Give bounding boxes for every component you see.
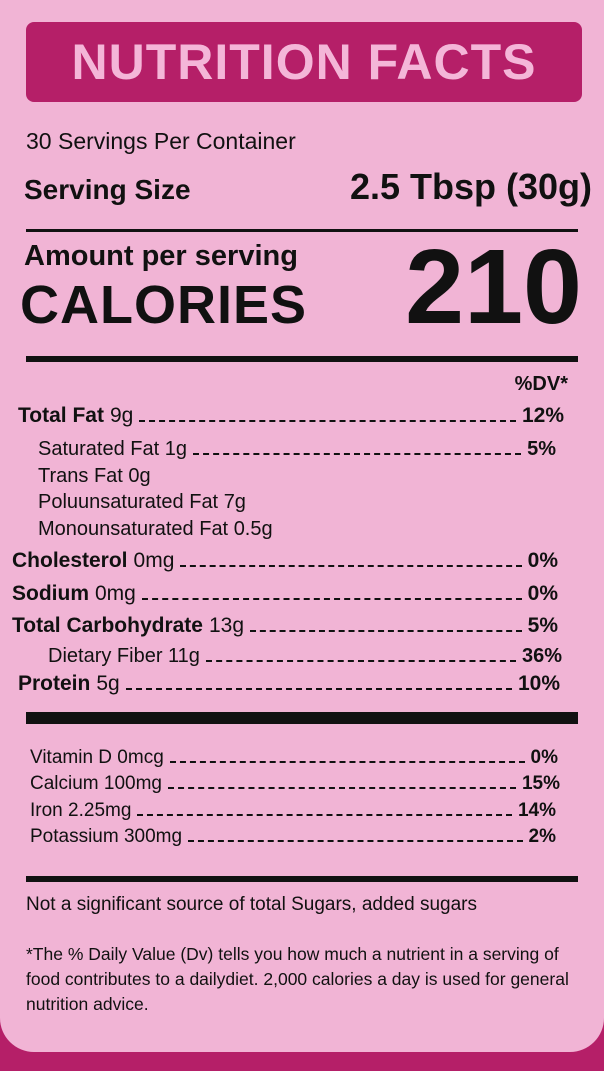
nutrient-name: Monounsaturated Fat — [38, 518, 229, 540]
leader — [139, 420, 516, 422]
nutrient-amount: 0mg — [133, 549, 175, 572]
leader — [137, 814, 512, 816]
nutrient-row: Cholesterol 0mg 0% — [12, 549, 558, 573]
title: NUTRITION FACTS — [26, 22, 582, 102]
nutrient-row: Dietary Fiber 11g 36% — [48, 645, 562, 668]
nutrient-amount: 9g — [109, 404, 134, 427]
nutrient-name: Trans Fat — [38, 465, 123, 487]
servings: 30 Servings Per Container — [26, 128, 296, 154]
nutrient-name: Protein — [18, 672, 91, 695]
nutrient-name: Cholesterol — [12, 549, 128, 572]
leader — [193, 453, 522, 455]
rule — [26, 712, 578, 724]
vitamin-name: Vitamin D — [30, 747, 113, 768]
vitamin-name: Iron — [30, 800, 63, 821]
vitamin-name: Calcium — [30, 773, 99, 794]
leader — [205, 660, 516, 662]
nutrient-amount: 7g — [223, 491, 246, 513]
vitamin-amount: 100mg — [103, 773, 163, 794]
serving-size-value: 2.5 Tbsp (30g) — [349, 166, 592, 207]
leader — [141, 598, 522, 600]
vitamin-row: Potassium 300mg 2% — [30, 826, 556, 848]
leader — [125, 688, 512, 690]
nutrient-dv: 36% — [521, 645, 562, 667]
nutrient-name: Total Fat — [18, 404, 104, 427]
nutrient-row: Saturated Fat 1g 5% — [38, 438, 556, 461]
vitamin-row: Iron 2.25mg 14% — [30, 800, 556, 822]
vitamin-dv: 15% — [521, 773, 560, 794]
nutrient-name: Poluunsaturated Fat — [38, 491, 219, 513]
nutrient-name: Dietary Fiber — [48, 645, 163, 667]
nutrient-amount: 0g — [128, 465, 151, 487]
nutrient-amount: 11g — [168, 645, 200, 667]
vitamin-amount: 0mcg — [117, 747, 164, 768]
nutrient-dv: 5% — [527, 614, 558, 637]
nutrient-row: Total Carbohydrate 13g 5% — [12, 614, 558, 638]
nutrient-dv: 5% — [527, 438, 556, 460]
rule — [26, 356, 578, 362]
nutrient-row: Monounsaturated Fat 0.5g — [38, 518, 273, 541]
leader — [188, 840, 523, 842]
rule — [26, 876, 578, 882]
serving-size-label: Serving Size — [24, 174, 191, 205]
nutrient-name: Saturated Fat — [38, 438, 160, 460]
amount-label: Amount per serving — [24, 240, 298, 272]
calories-value: 210 — [405, 228, 582, 346]
nutrient-amount: 0mg — [95, 582, 136, 605]
vitamin-amount: 2.25mg — [68, 800, 132, 821]
vitamin-row: Vitamin D 0mcg 0% — [30, 747, 558, 769]
nutrient-row: Trans Fat 0g — [38, 465, 151, 488]
nutrient-amount: 5g — [96, 672, 120, 695]
vitamin-amount: 300mg — [123, 826, 183, 847]
nutrient-amount: 1g — [164, 438, 187, 460]
leader — [168, 787, 516, 789]
calories-label: CALORIES — [20, 275, 308, 335]
vitamin-row: Calcium 100mg 15% — [30, 773, 560, 795]
nutrient-row: Poluunsaturated Fat 7g — [38, 491, 246, 514]
vitamin-dv: 2% — [528, 826, 556, 847]
vitamin-dv: 14% — [517, 800, 556, 821]
leader — [250, 630, 522, 632]
nutrient-amount: 13g — [208, 614, 245, 637]
nutrient-dv: 12% — [521, 404, 564, 427]
nutrient-row: Total Fat 9g 12% — [18, 404, 564, 428]
nutrient-name: Sodium — [12, 582, 89, 605]
leader — [169, 761, 525, 763]
note: Not a significant source of total Sugars… — [26, 894, 477, 915]
nutrient-row: Protein 5g 10% — [18, 672, 560, 696]
leader — [180, 565, 522, 567]
nutrient-amount: 0.5g — [233, 518, 273, 540]
nutrient-dv: 10% — [517, 672, 560, 695]
dv-header: %DV* — [514, 373, 568, 395]
nutrient-dv: 0% — [527, 582, 558, 605]
vitamin-name: Potassium — [30, 826, 119, 847]
nutrient-dv: 0% — [527, 549, 558, 572]
nutrient-name: Total Carbohydrate — [12, 614, 203, 637]
nutrient-row: Sodium 0mg 0% — [12, 582, 558, 606]
footnote: *The % Daily Value (Dv) tells you how mu… — [26, 944, 569, 1014]
vitamin-dv: 0% — [530, 747, 558, 768]
rule — [26, 229, 578, 232]
